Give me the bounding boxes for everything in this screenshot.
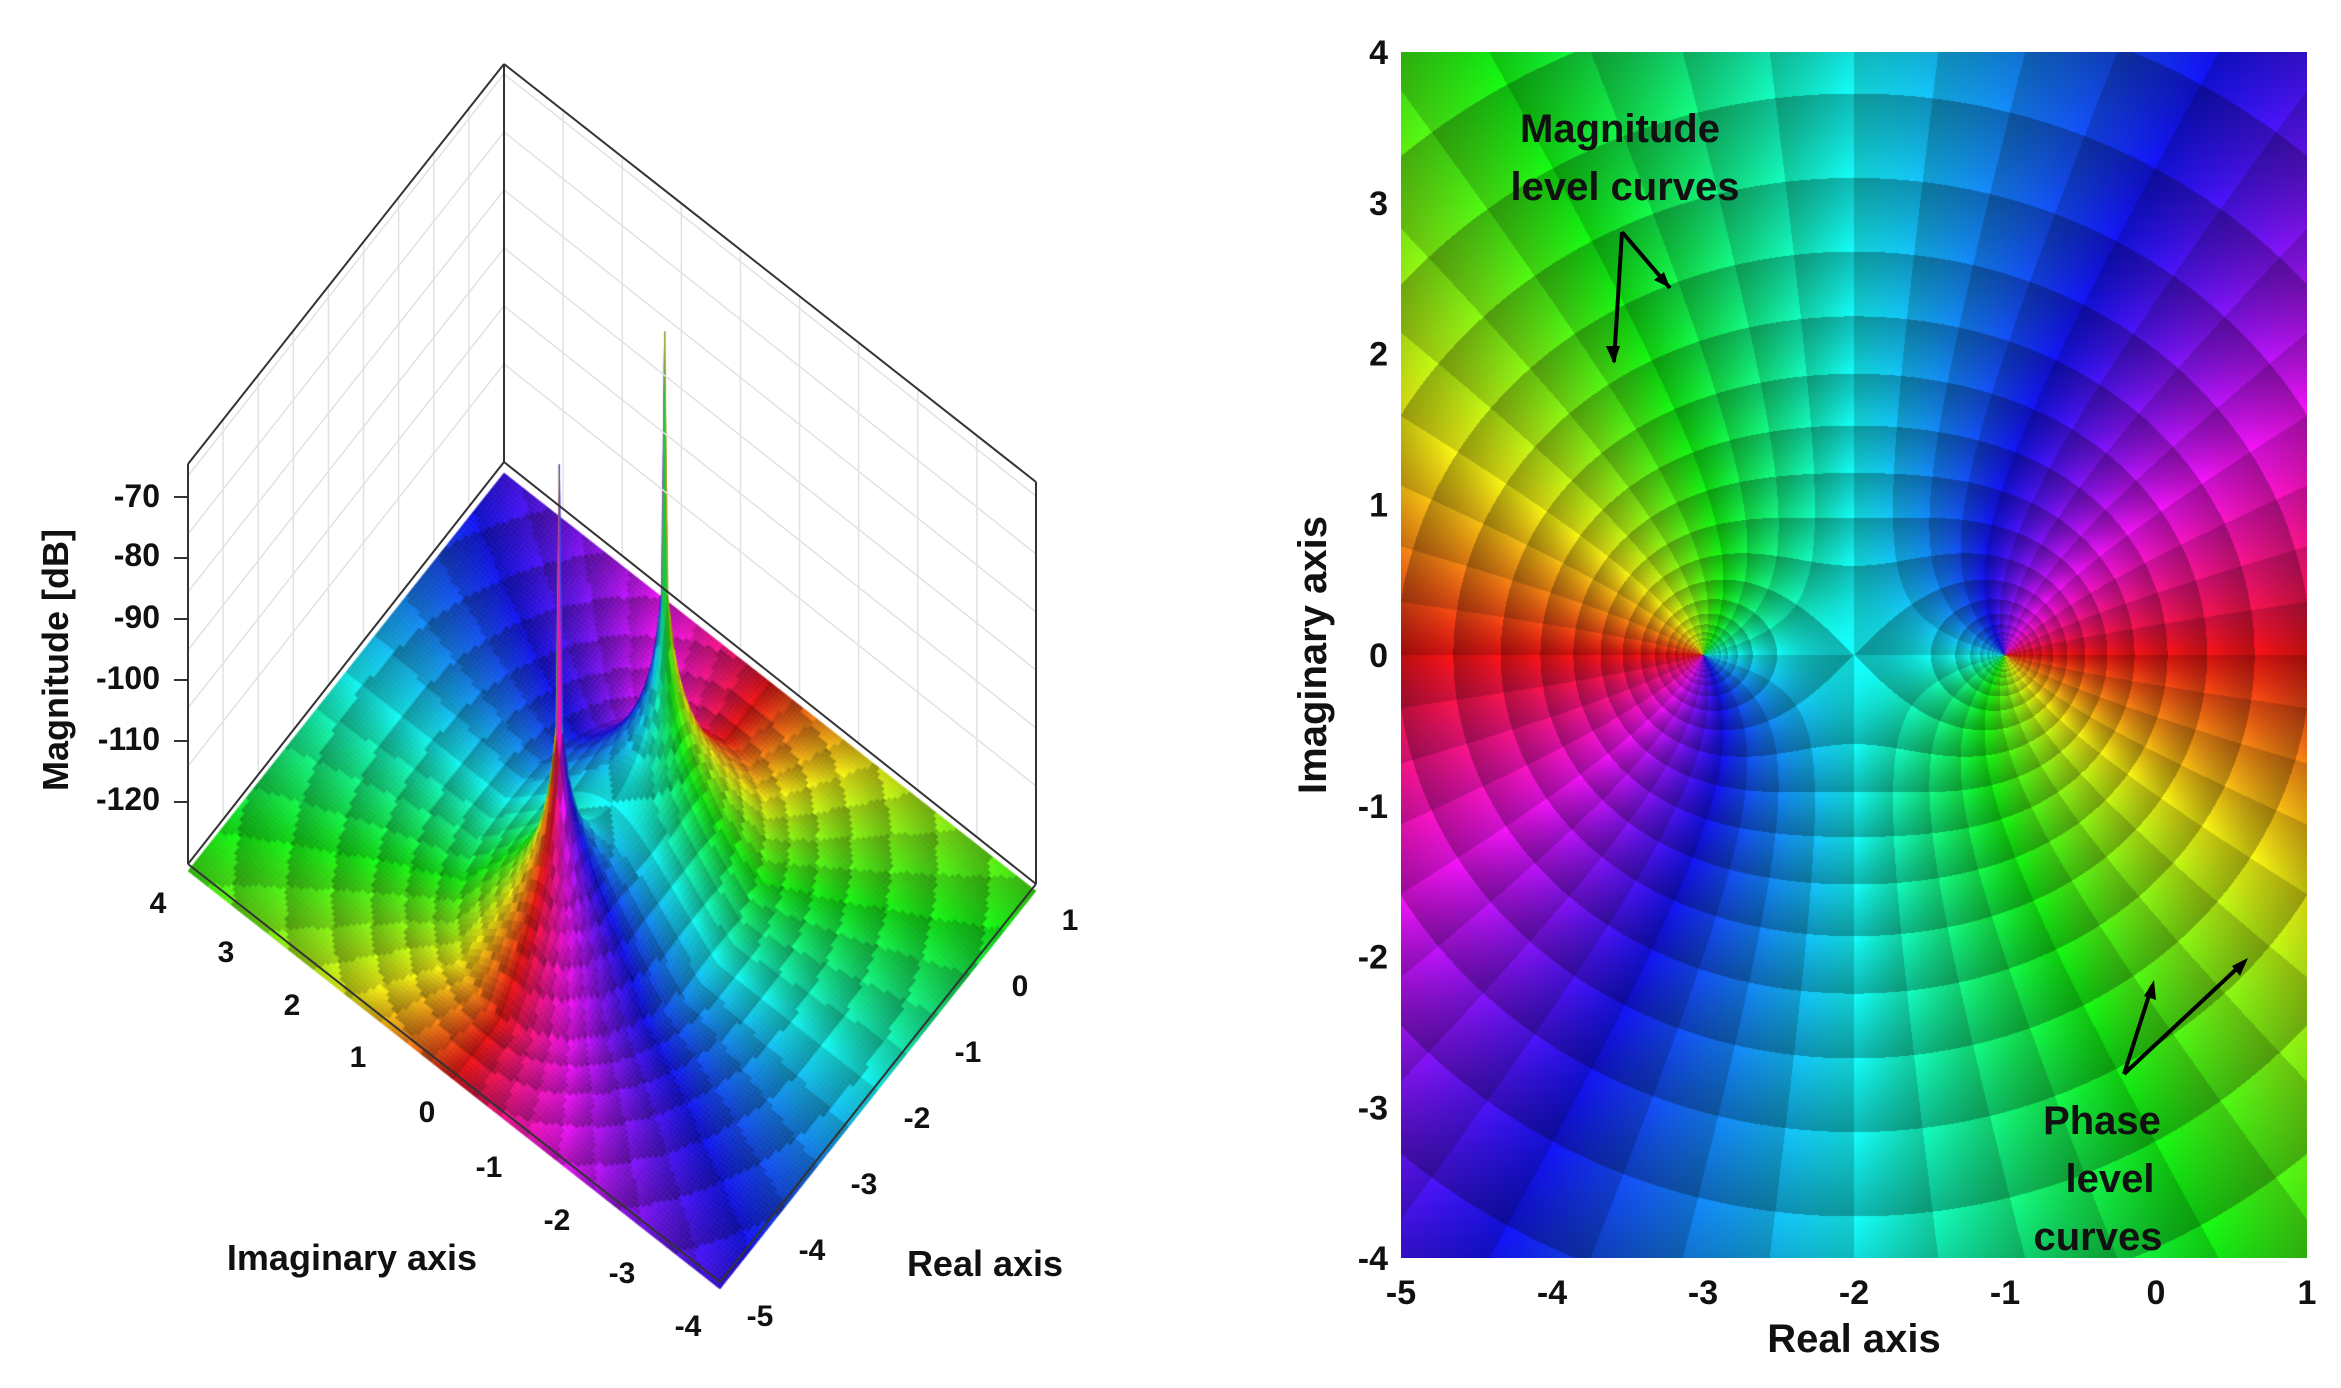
y-tick-label: 4 (1369, 34, 1388, 72)
y-tick-label: -1 (1358, 788, 1388, 826)
x-tick-label: 1 (2298, 1274, 2317, 1312)
arrow-line (1612, 231, 1624, 363)
imag-tick-label: 4 (150, 887, 167, 920)
x-tick-label: -5 (1386, 1274, 1416, 1312)
y-tick-label: 3 (1369, 185, 1388, 223)
z-tick-label: -110 (98, 721, 160, 757)
x-tick-label: -4 (1537, 1274, 1567, 1312)
imag-tick-label: 0 (419, 1096, 436, 1129)
grid-line (187, 131, 505, 535)
axis-edge (719, 883, 1037, 1283)
x-tick-label: 0 (2147, 1274, 2166, 1312)
x-axis-label: Real axis (1767, 1317, 1940, 1361)
surface-3d-plot (0, 0, 1100, 1388)
z-tick-label: -80 (114, 537, 160, 573)
arrow-line (2122, 985, 2154, 1075)
y-tick-label: -2 (1358, 939, 1388, 977)
annotation-magnitude-line1: Magnitude (1520, 107, 1720, 151)
arrow-head (2232, 958, 2248, 976)
real-tick-label: -2 (904, 1102, 931, 1135)
grid-line (187, 73, 505, 477)
annotation-magnitude-line2: level curves (1510, 165, 1739, 209)
grid-line (187, 305, 505, 709)
grid-line (503, 73, 1037, 497)
z-axis-label: Magnitude [dB] (35, 529, 76, 791)
imag-tick-labels: 4 3 2 1 0 -1 -2 -3 -4 (150, 887, 702, 1343)
x-tick-labels: -5 -4 -3 -2 -1 0 1 (1386, 1274, 2317, 1312)
y-tick-labels: 4 3 2 1 0 -1 -2 -3 -4 (1358, 34, 1388, 1278)
y-axis-label: Imaginary axis (1291, 516, 1335, 794)
y-tick-label: 1 (1369, 486, 1388, 524)
x-tick-label: -2 (1839, 1274, 1869, 1312)
annotation-phase-line1: Phase (2043, 1099, 2161, 1143)
y-tick-label: -4 (1358, 1240, 1388, 1278)
grid-line (503, 305, 1037, 729)
axis-edge (503, 63, 1037, 483)
real-tick-label: -4 (799, 1234, 826, 1267)
imag-tick-label: 2 (284, 989, 301, 1022)
real-tick-label: 0 (1012, 970, 1029, 1003)
z-tick-label: -90 (114, 599, 160, 635)
y-tick-label: 2 (1369, 336, 1388, 374)
grid-line (503, 363, 1037, 787)
annotation-phase-line3: curves (2034, 1215, 2163, 1259)
arrow-head (1654, 272, 1670, 288)
imag-tick-label: -1 (476, 1151, 503, 1184)
real-axis-label: Real axis (907, 1243, 1063, 1284)
arrow-head (2144, 980, 2156, 1000)
imag-tick-label: -3 (609, 1257, 636, 1290)
x-tick-label: -1 (1990, 1274, 2020, 1312)
arrow-line (2122, 960, 2246, 1076)
imag-tick-label: -2 (544, 1204, 571, 1237)
phase-portrait (1401, 52, 2307, 1258)
y-tick-label: 0 (1369, 637, 1388, 675)
imag-axis-label: Imaginary axis (227, 1237, 477, 1278)
grid-line (503, 131, 1037, 555)
grid-line (187, 189, 505, 593)
z-tick-label: -100 (96, 660, 160, 696)
axis-edge (187, 863, 721, 1283)
real-tick-label: -3 (851, 1168, 878, 1201)
arrow-head (1606, 346, 1620, 364)
imag-tick-label: 3 (218, 936, 235, 969)
magnitude-annotation: Magnitude level curves (1510, 107, 1740, 364)
imag-tick-label: 1 (350, 1041, 367, 1074)
axis-edge (187, 63, 505, 465)
x-tick-label: -3 (1688, 1274, 1718, 1312)
imag-tick-label: -4 (675, 1310, 702, 1343)
grid-line (503, 189, 1037, 613)
axis-edge (503, 461, 1037, 885)
grid-line (187, 363, 505, 767)
annotation-phase-line2: level (2066, 1157, 2155, 1201)
real-tick-labels: 1 0 -1 -2 -3 -4 -5 (747, 904, 1079, 1333)
real-tick-label: -5 (747, 1300, 774, 1333)
grid-line (503, 247, 1037, 671)
z-tick-label: -70 (114, 478, 160, 514)
real-tick-label: -1 (955, 1036, 982, 1069)
z-tick-label: -120 (96, 781, 160, 817)
phase-annotation: Phase level curves (2034, 958, 2248, 1259)
real-tick-label: 1 (1062, 904, 1079, 937)
y-tick-label: -3 (1358, 1089, 1388, 1127)
axis-edge (187, 461, 505, 865)
axes-box-3d (174, 63, 1037, 1283)
surface-3d-axes: -70 -80 -90 -100 -110 -120 Magnitude [dB… (35, 63, 1079, 1343)
grid-line (187, 247, 505, 651)
z-tick-labels: -70 -80 -90 -100 -110 -120 (96, 478, 160, 817)
